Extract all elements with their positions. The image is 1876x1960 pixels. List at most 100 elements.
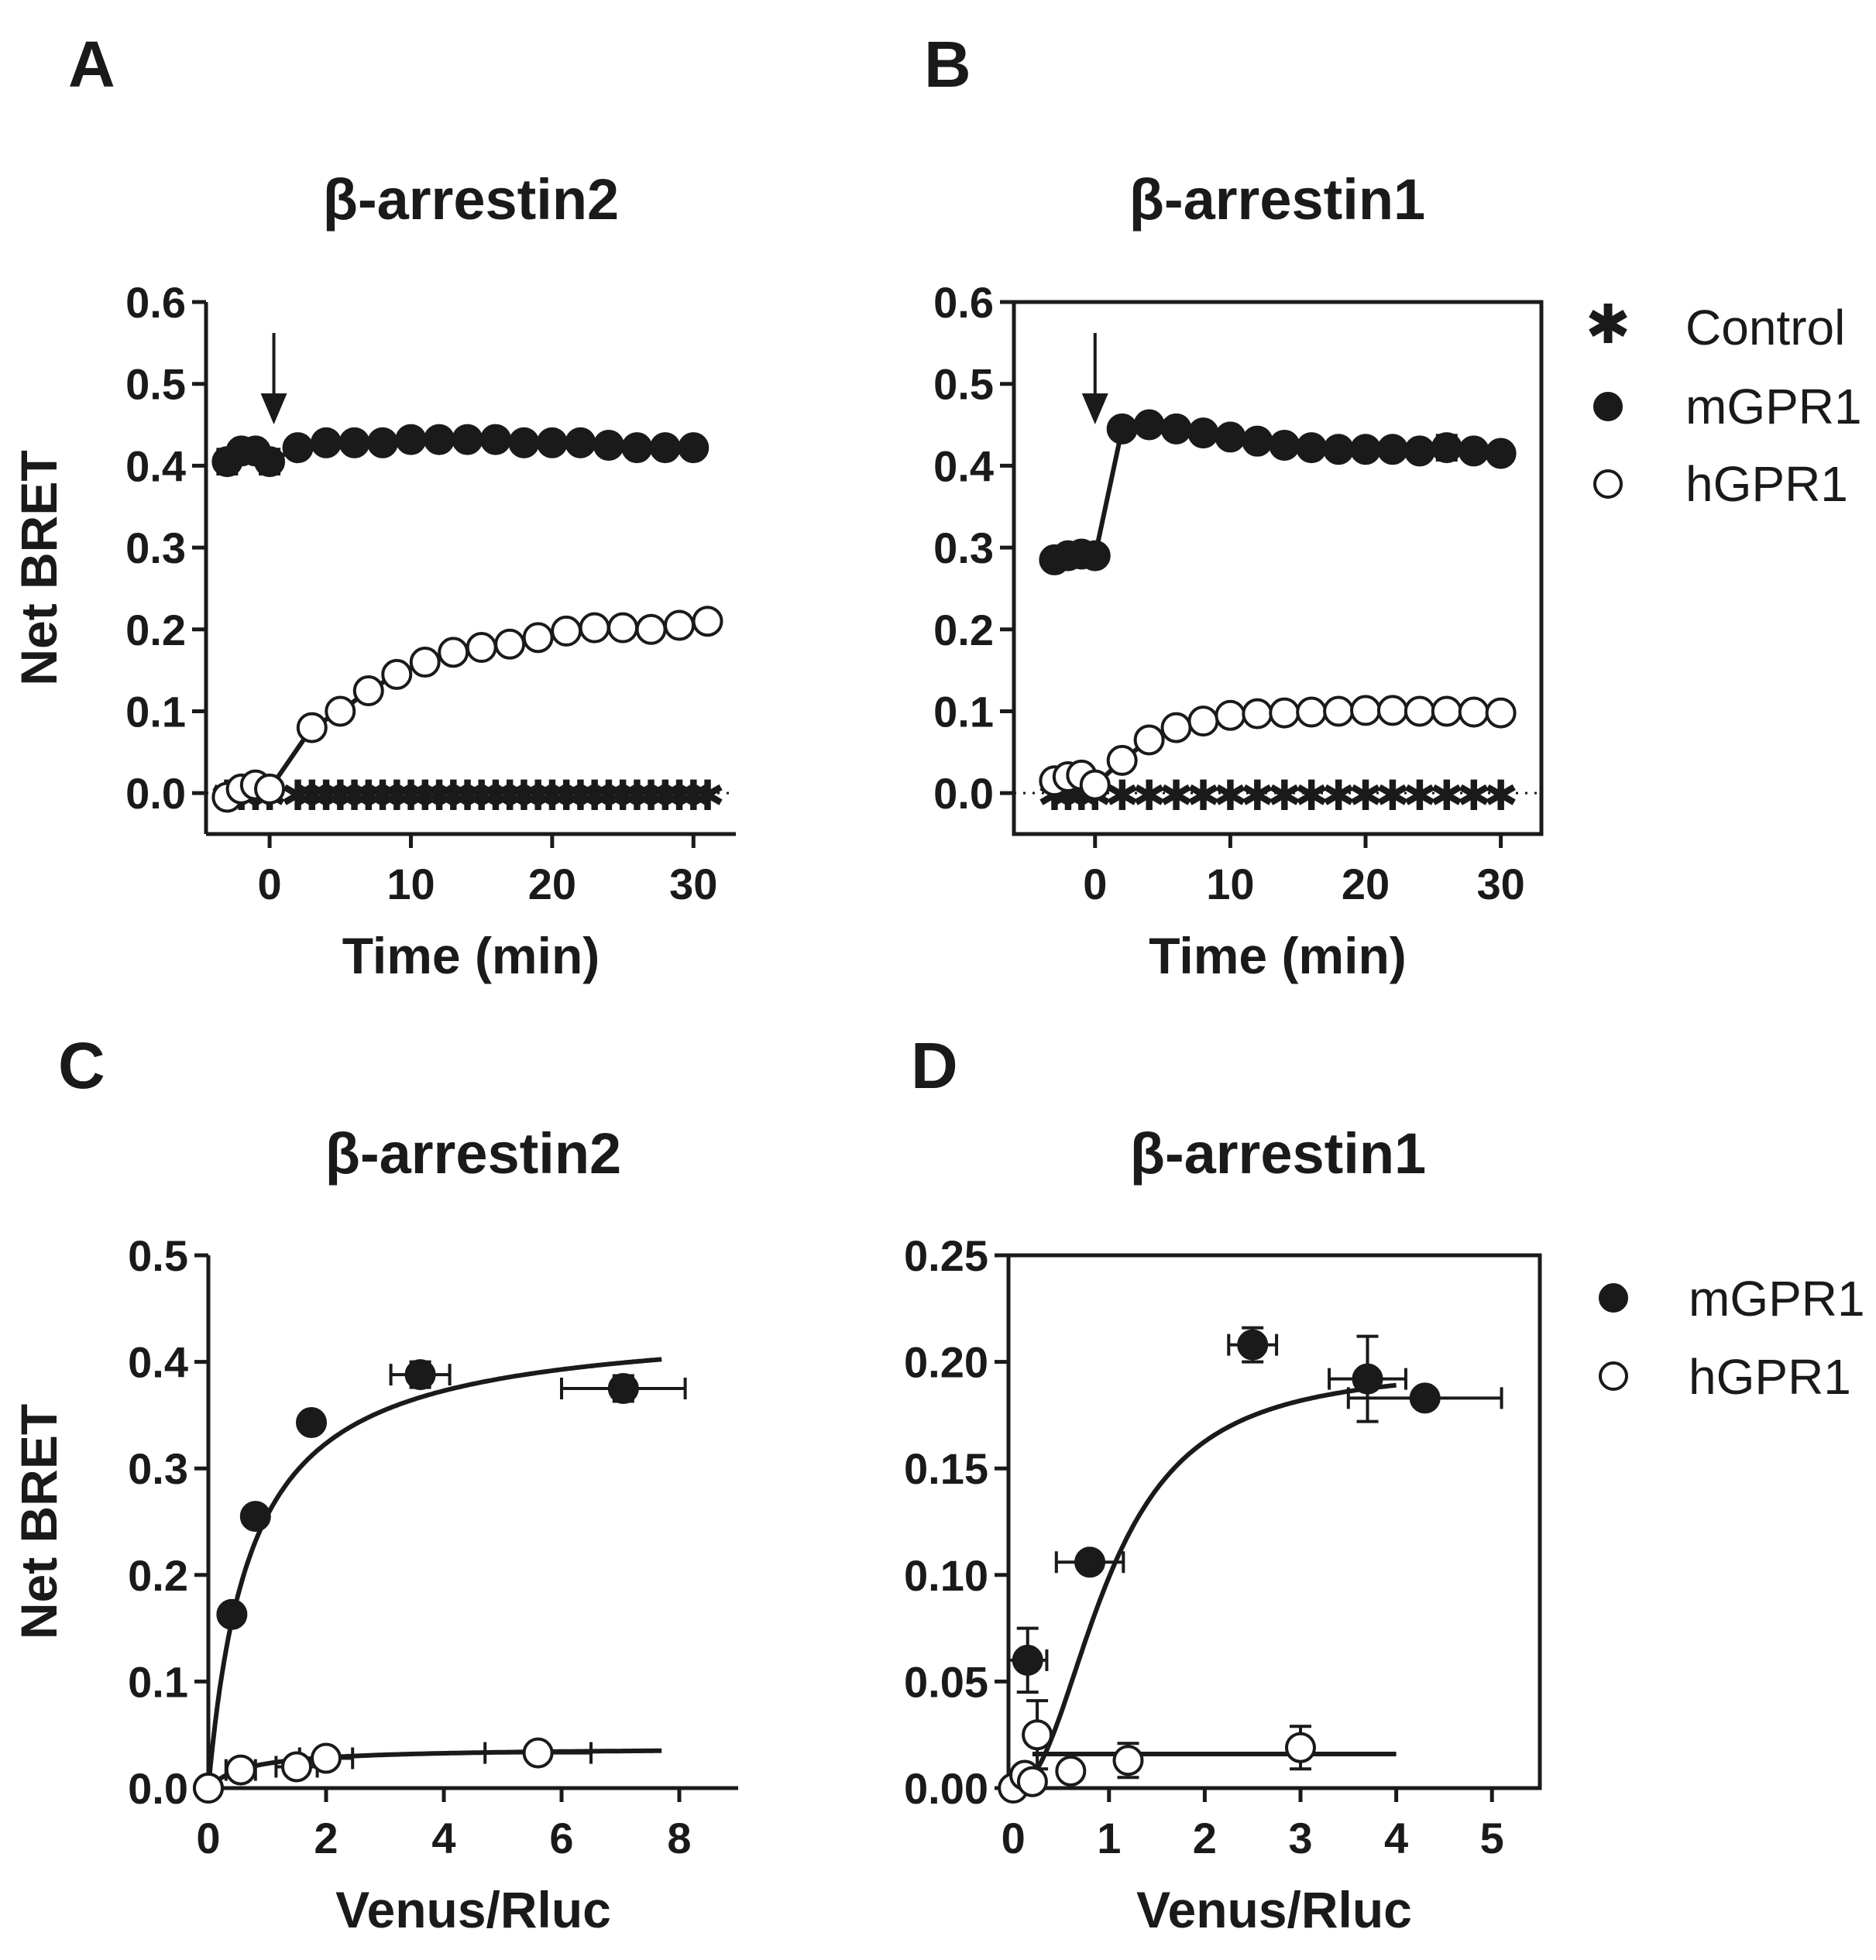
hgpr1-point	[1242, 698, 1273, 729]
mgpr1-point	[1323, 434, 1355, 465]
mgpr1-point	[338, 427, 370, 458]
control-point-star: ✱	[507, 773, 541, 819]
hgpr1-point	[607, 612, 639, 644]
control-point-star: ✱	[1213, 773, 1248, 819]
control-point-star: ✱	[1429, 773, 1464, 819]
x-tick-label: 3	[1288, 1814, 1312, 1862]
panel-letter: A	[68, 28, 115, 101]
control-point-star: ✱	[308, 773, 343, 819]
hgpr1-point	[296, 712, 328, 743]
panel-letter: C	[58, 1029, 105, 1102]
x-tick-label: 4	[431, 1814, 455, 1862]
open-circle-icon	[1593, 469, 1623, 499]
mgpr1-point	[1485, 438, 1517, 469]
y-tick-label: 0.1	[933, 687, 994, 736]
control-point-star: ✱	[1240, 773, 1275, 819]
y-tick-label: 0.20	[904, 1338, 988, 1387]
y-tick-label: 0.10	[904, 1551, 988, 1600]
hgpr1-point	[281, 1751, 312, 1783]
y-tick-label: 0.4	[125, 441, 186, 490]
mgpr1-point	[607, 1373, 639, 1404]
hgpr1-point	[494, 628, 526, 660]
hgpr1-point	[1296, 696, 1328, 728]
mgpr1-point	[1350, 434, 1381, 465]
y-tick-label: 0.6	[933, 278, 994, 327]
control-point-star: ✱	[521, 773, 555, 819]
x-tick-label: 1	[1097, 1814, 1121, 1862]
hgpr1-point	[1016, 1766, 1048, 1797]
legend-item-hgpr1: hGPR1	[1593, 456, 1848, 512]
x-tick-label: 30	[669, 860, 717, 908]
control-point-star: ✱	[1105, 773, 1139, 819]
control-point-star: ✱	[464, 773, 499, 819]
star-icon: ✱	[1586, 294, 1631, 355]
mgpr1-point	[1242, 425, 1273, 457]
control-point-star: ✱	[493, 773, 527, 819]
y-tick-label: 0.2	[933, 606, 994, 654]
y-tick-label: 0.1	[128, 1657, 188, 1706]
y-tick-label: 0.5	[933, 360, 994, 409]
hgpr1-point	[1323, 695, 1355, 727]
x-tick-label: 0	[258, 860, 282, 908]
y-tick-label: 0.15	[904, 1444, 988, 1493]
mgpr1-point	[395, 424, 427, 455]
control-point-star: ✱	[337, 773, 372, 819]
y-tick-label: 0.4	[128, 1338, 188, 1387]
panel-title: β-arrestin1	[1129, 167, 1425, 232]
mgpr1-point	[1074, 1546, 1106, 1578]
control-point-star: ✱	[563, 773, 598, 819]
mgpr1-point	[254, 446, 286, 478]
plot-frame	[1012, 300, 1544, 836]
mgpr1-point	[1012, 1644, 1043, 1676]
open-circle-icon	[1599, 1361, 1628, 1391]
x-axis-label: Time (min)	[342, 927, 600, 984]
plot-frame	[1006, 1253, 1542, 1790]
control-point-star: ✱	[605, 773, 640, 819]
hgpr1-point	[438, 637, 469, 668]
control-point-star: ✱	[591, 773, 626, 819]
y-tick-label: 0.0	[125, 769, 186, 818]
mgpr1-point	[404, 1359, 436, 1391]
hgpr1-point	[225, 1754, 256, 1786]
x-tick-label: 0	[196, 1814, 220, 1862]
hgpr1-point	[1458, 696, 1489, 728]
hgpr1-point	[1350, 695, 1381, 726]
control-point-star: ✱	[1159, 773, 1194, 819]
mgpr1-point	[1409, 1382, 1441, 1414]
mgpr1-point	[1458, 435, 1489, 467]
y-tick-label: 0.25	[904, 1231, 988, 1280]
control-point-star: ✱	[1348, 773, 1383, 819]
mgpr1-point	[1269, 429, 1300, 461]
hgpr1-point	[1376, 695, 1408, 726]
fit-curve-mgpr1	[1013, 1382, 1397, 1790]
control-point-star: ✱	[365, 773, 400, 819]
control-point-star: ✱	[1375, 773, 1410, 819]
y-tick-label: 0.00	[904, 1764, 988, 1813]
x-tick-label: 10	[387, 860, 435, 908]
hgpr1-point	[1215, 699, 1246, 731]
panel-b: Bβ-arrestin1 0.0 0.1 0.2 0.3 0.4 0.5 0.6 0 10 20 30…	[924, 28, 1544, 984]
control-point-star: ✱	[634, 773, 668, 819]
control-point-star: ✱	[351, 773, 386, 819]
mgpr1-point	[452, 424, 483, 455]
y-tick-label: 0.2	[128, 1551, 188, 1600]
control-point-star: ✱	[1294, 773, 1329, 819]
control-point-star: ✱	[436, 773, 471, 819]
control-point-star: ✱	[478, 773, 513, 819]
y-tick-label: 0.6	[125, 278, 186, 327]
control-point-star: ✱	[280, 773, 315, 819]
legend-item-hgpr1: hGPR1	[1599, 1349, 1851, 1405]
hgpr1-point	[1106, 744, 1138, 776]
hgpr1-point	[551, 615, 582, 647]
control-point-star: ✱	[393, 773, 428, 819]
legend-bottom: mGPR1 hGPR1	[1599, 1271, 1865, 1405]
control-point-star: ✱	[407, 773, 442, 819]
arrow-head-icon	[260, 393, 287, 424]
panel-d: Dβ-arrestin1 0.00 0.05 0.10 0.15 0.20 0.25 0 1 2 3…	[904, 1029, 1542, 1938]
mgpr1-point	[311, 427, 342, 458]
panel-a: Aβ-arrestin2 0.0 0.1 0.2 0.3 0.4 0.5 0.6 0 10 20 30…	[10, 28, 736, 984]
control-point-star: ✱	[1402, 773, 1437, 819]
mgpr1-point	[1079, 540, 1111, 572]
legend-label: Control	[1685, 300, 1845, 355]
